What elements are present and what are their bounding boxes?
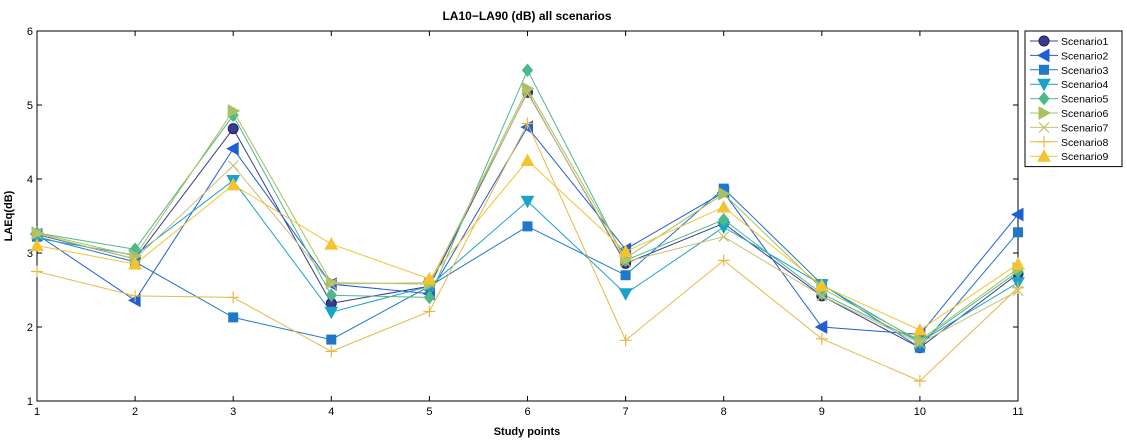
x-tick-label: 8 (721, 406, 727, 418)
data-point (229, 313, 238, 322)
x-tick-label: 4 (328, 406, 334, 418)
x-tick-label: 7 (623, 406, 629, 418)
x-tick-label: 2 (132, 406, 138, 418)
legend-marker (1040, 65, 1049, 74)
data-point (327, 335, 336, 344)
legend-label: Scenario5 (1061, 94, 1108, 106)
legend-item: Scenario6 (1030, 107, 1108, 120)
data-point (1014, 228, 1023, 237)
legend: Scenario1 Scenario2 Scenario3 Scenario4 Scen… (1025, 31, 1122, 167)
legend-marker (1039, 36, 1049, 46)
x-tick-label: 5 (426, 406, 432, 418)
chart-title: LA10−LA90 (dB) all scenarios (442, 9, 611, 23)
y-axis-title: LAEq(dB) (3, 190, 15, 241)
legend-label: Scenario2 (1061, 50, 1108, 62)
y-tick-label: 5 (27, 100, 33, 112)
legend-label: Scenario4 (1061, 79, 1108, 91)
x-tick-label: 9 (819, 406, 825, 418)
y-tick-label: 6 (27, 26, 33, 38)
legend-label: Scenario3 (1061, 65, 1108, 77)
data-point (621, 271, 630, 280)
x-tick-label: 11 (1012, 406, 1023, 418)
data-point (228, 124, 238, 134)
legend-label: Scenario1 (1061, 36, 1108, 48)
y-tick-label: 2 (27, 322, 33, 334)
data-point (523, 222, 532, 231)
legend-label: Scenario7 (1061, 122, 1108, 134)
x-tick-label: 3 (230, 406, 236, 418)
y-tick-label: 4 (27, 174, 33, 186)
legend-label: Scenario8 (1061, 137, 1108, 149)
x-tick-label: 1 (34, 406, 40, 418)
x-axis-title: Study points (494, 426, 561, 438)
y-tick-label: 1 (27, 396, 33, 408)
legend-label: Scenario9 (1061, 151, 1108, 163)
x-tick-label: 10 (914, 406, 926, 418)
legend-label: Scenario6 (1061, 108, 1108, 120)
x-tick-label: 6 (524, 406, 530, 418)
